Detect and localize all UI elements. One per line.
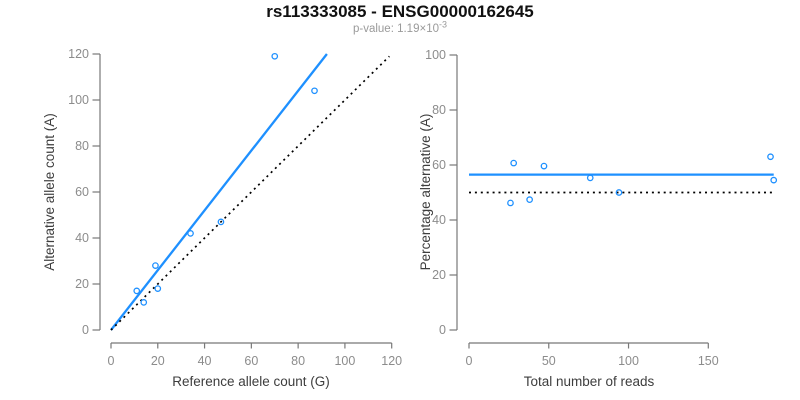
page-title: rs113333085 - ENSG00000162645 xyxy=(266,2,534,21)
pvalue-exponent: -3 xyxy=(439,20,447,30)
y-tick-label: 40 xyxy=(75,231,89,245)
x-tick-label: 40 xyxy=(198,354,212,368)
data-point xyxy=(187,230,194,237)
x-tick-label: 50 xyxy=(542,354,556,368)
right-y-axis-title: Percentage alternative (A) xyxy=(418,114,433,271)
data-point xyxy=(540,162,548,170)
y-tick-label: 60 xyxy=(75,185,89,199)
data-point xyxy=(311,87,318,95)
identity-line xyxy=(110,55,390,331)
data-point xyxy=(526,196,533,203)
pvalue-subtitle: p-value: 1.19×10-3 xyxy=(353,20,447,36)
x-tick-label: 80 xyxy=(291,354,305,368)
x-tick-label: 60 xyxy=(244,354,258,368)
x-tick-label: 150 xyxy=(698,354,719,368)
x-tick-label: 20 xyxy=(151,354,165,368)
data-point xyxy=(271,52,279,60)
y-tick-label: 20 xyxy=(432,268,446,282)
pvalue-text: p-value: 1.19×10 xyxy=(353,23,439,35)
x-tick-label: 0 xyxy=(466,354,473,368)
x-tick-label: 0 xyxy=(108,354,115,368)
data-point xyxy=(767,153,774,161)
y-tick-label: 80 xyxy=(75,139,89,153)
y-tick-label: 100 xyxy=(425,48,446,62)
right-scatter-panel: 0 20 40 60 80 100 0 50 100 150 xyxy=(425,48,778,368)
data-point xyxy=(154,285,162,292)
y-tick-label: 40 xyxy=(432,213,446,227)
data-point xyxy=(510,159,518,167)
left-scatter-panel: 0 20 40 60 80 100 120 0 20 40 60 80 100 120 xyxy=(68,47,402,368)
y-tick-label: 120 xyxy=(68,47,89,61)
data-point xyxy=(615,189,623,196)
x-tick-label: 100 xyxy=(618,354,639,368)
y-tick-label: 0 xyxy=(439,323,446,337)
data-point xyxy=(152,262,159,269)
y-tick-label: 0 xyxy=(82,323,89,337)
y-tick-label: 20 xyxy=(75,277,89,291)
x-tick-label: 120 xyxy=(381,354,402,368)
data-point xyxy=(133,287,141,295)
left-x-axis-title: Reference allele count (G) xyxy=(172,374,330,389)
y-tick-label: 60 xyxy=(432,158,446,172)
data-point xyxy=(217,218,225,226)
right-x-axis-title: Total number of reads xyxy=(524,374,655,389)
data-point xyxy=(770,176,778,184)
data-point xyxy=(507,199,514,207)
y-tick-label: 80 xyxy=(432,103,446,117)
data-point xyxy=(140,299,148,306)
left-y-axis-title: Alternative allele count (A) xyxy=(42,113,57,271)
fitted-line xyxy=(110,53,328,331)
data-point xyxy=(586,174,594,182)
y-tick-label: 100 xyxy=(68,93,89,107)
x-tick-label: 100 xyxy=(334,354,355,368)
